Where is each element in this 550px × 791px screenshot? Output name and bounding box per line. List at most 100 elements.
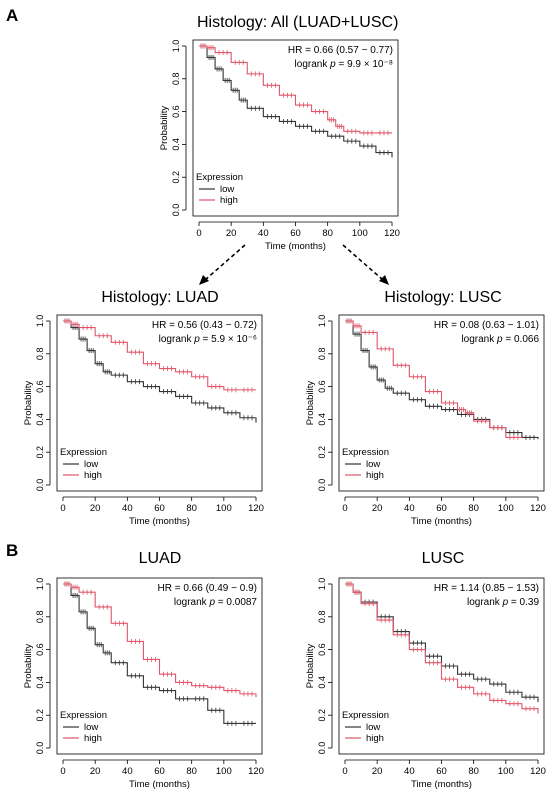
y-tick-label: 0.4 <box>317 413 327 426</box>
y-tick-label: 1.0 <box>317 315 327 328</box>
y-tick-label: 1.0 <box>171 40 181 53</box>
legend-label-high: high <box>84 733 102 744</box>
y-tick-label: 0.6 <box>35 643 45 656</box>
logrank-annotation: logrank p = 0.066 <box>461 334 539 345</box>
y-tick-label: 0.8 <box>35 348 45 361</box>
y-tick-label: 0.0 <box>35 479 45 492</box>
x-axis-label: Time (months) <box>129 779 190 790</box>
logrank-annotation: logrank p = 9.9 × 10⁻⁸ <box>295 59 393 70</box>
x-tick-label: 40 <box>122 503 133 514</box>
x-tick-label: 100 <box>216 503 232 514</box>
y-tick-label: 0.4 <box>35 413 45 426</box>
logrank-annotation: logrank p = 5.9 × 10⁻⁶ <box>159 334 257 345</box>
x-tick-label: 120 <box>248 766 264 777</box>
logrank-label: logrank <box>295 59 331 70</box>
x-tick-label: 120 <box>530 503 546 514</box>
panel-letter-b: B <box>6 541 19 560</box>
y-tick-label: 0.0 <box>35 742 45 755</box>
plot-frame <box>338 314 545 492</box>
hr-annotation: HR = 0.08 (0.63 − 1.01) <box>434 320 539 331</box>
y-tick-label: 0.4 <box>171 138 181 151</box>
logrank-label: logrank <box>461 334 497 345</box>
x-tick-label: 100 <box>352 228 368 239</box>
legend-label-high: high <box>366 470 384 481</box>
x-tick-label: 60 <box>154 503 165 514</box>
legend-title: Expression <box>342 710 389 721</box>
x-tick-label: 0 <box>60 766 65 777</box>
y-axis-label: Probability <box>159 106 170 151</box>
y-tick-label: 0.8 <box>317 348 327 361</box>
x-tick-label: 120 <box>384 228 400 239</box>
y-tick-label: 1.0 <box>35 578 45 591</box>
legend-label-high: high <box>366 733 384 744</box>
x-tick-label: 0 <box>196 228 201 239</box>
y-tick-label: 0.6 <box>171 105 181 118</box>
x-tick-label: 0 <box>60 503 65 514</box>
y-axis-label: Probability <box>23 644 34 689</box>
hr-annotation: HR = 0.56 (0.43 − 0.72) <box>152 320 257 331</box>
legend-label-high: high <box>220 195 238 206</box>
legend-title: Expression <box>60 710 107 721</box>
chart-title-lusc-b: LUSC <box>421 550 465 567</box>
p-value: = 5.9 × 10⁻⁶ <box>200 334 257 345</box>
y-axis-label: Probability <box>305 644 316 689</box>
y-tick-label: 0.8 <box>317 611 327 624</box>
x-tick-label: 60 <box>436 766 447 777</box>
p-symbol: p <box>329 59 336 70</box>
series-line-high <box>63 320 256 391</box>
x-tick-label: 0 <box>342 766 347 777</box>
x-tick-label: 100 <box>498 766 514 777</box>
legend-label-low: low <box>220 184 234 195</box>
plot-frame <box>338 577 545 755</box>
p-value: = 0.066 <box>503 334 540 345</box>
arrow-to-luad <box>199 244 246 285</box>
y-tick-label: 0.8 <box>35 611 45 624</box>
chart-title-all: Histology: All (LUAD+LUSC) <box>197 14 399 31</box>
legend-label-low: low <box>366 722 380 733</box>
y-tick-label: 0.2 <box>317 709 327 722</box>
p-symbol: p <box>208 597 215 608</box>
hr-annotation: HR = 1.14 (0.85 − 1.53) <box>434 583 539 594</box>
chart-title-luad-tcga: Histology: LUAD <box>101 289 219 306</box>
x-tick-label: 60 <box>436 503 447 514</box>
legend-label-low: low <box>366 459 380 470</box>
series-line-high <box>199 45 392 134</box>
logrank-annotation: logrank p = 0.0087 <box>174 597 258 608</box>
x-tick-label: 100 <box>216 766 232 777</box>
y-axis-label: Probability <box>23 381 34 426</box>
x-tick-label: 80 <box>322 228 333 239</box>
x-tick-label: 120 <box>530 766 546 777</box>
series-line-low <box>345 583 539 703</box>
x-tick-label: 20 <box>372 766 383 777</box>
km-plot-3: 0.0 0.2 0.4 0.6 0.8 1.0 Probability 0 20 40 60 80 10… <box>23 577 264 790</box>
x-tick-label: 40 <box>122 766 133 777</box>
y-tick-label: 0.6 <box>317 643 327 656</box>
y-tick-label: 0.2 <box>35 446 45 459</box>
x-tick-label: 40 <box>404 503 415 514</box>
y-tick-label: 0.8 <box>171 73 181 86</box>
x-tick-label: 80 <box>186 503 197 514</box>
legend-label-low: low <box>84 459 98 470</box>
logrank-annotation: logrank p = 0.39 <box>467 597 539 608</box>
y-tick-label: 0.0 <box>317 742 327 755</box>
x-axis-label: Time (months) <box>265 241 326 252</box>
series-line-low <box>63 320 257 423</box>
km-plot-1: 0.0 0.2 0.4 0.6 0.8 1.0 Probability 0 20 40 60 80 10… <box>23 314 264 527</box>
p-value: = 9.9 × 10⁻⁸ <box>336 59 393 70</box>
y-tick-label: 0.6 <box>317 380 327 393</box>
km-plot-2: 0.0 0.2 0.4 0.6 0.8 1.0 Probability 0 20 40 60 80 10… <box>305 314 546 527</box>
x-tick-label: 20 <box>226 228 237 239</box>
y-tick-label: 0.4 <box>35 676 45 689</box>
x-tick-label: 0 <box>342 503 347 514</box>
legend-title: Expression <box>60 447 107 458</box>
y-axis-label: Probability <box>305 381 316 426</box>
series-line-high <box>63 583 257 698</box>
y-tick-label: 1.0 <box>35 315 45 328</box>
plot-frame <box>56 314 263 492</box>
km-plot-0: 0.0 0.2 0.4 0.6 0.8 1.0 Probability 0 20 40 60 80 10… <box>159 39 400 252</box>
x-tick-label: 60 <box>154 766 165 777</box>
chart-title-luad-b: LUAD <box>138 550 182 567</box>
p-value: = 0.0087 <box>215 597 257 608</box>
y-tick-label: 0.2 <box>35 709 45 722</box>
x-tick-label: 120 <box>248 503 264 514</box>
